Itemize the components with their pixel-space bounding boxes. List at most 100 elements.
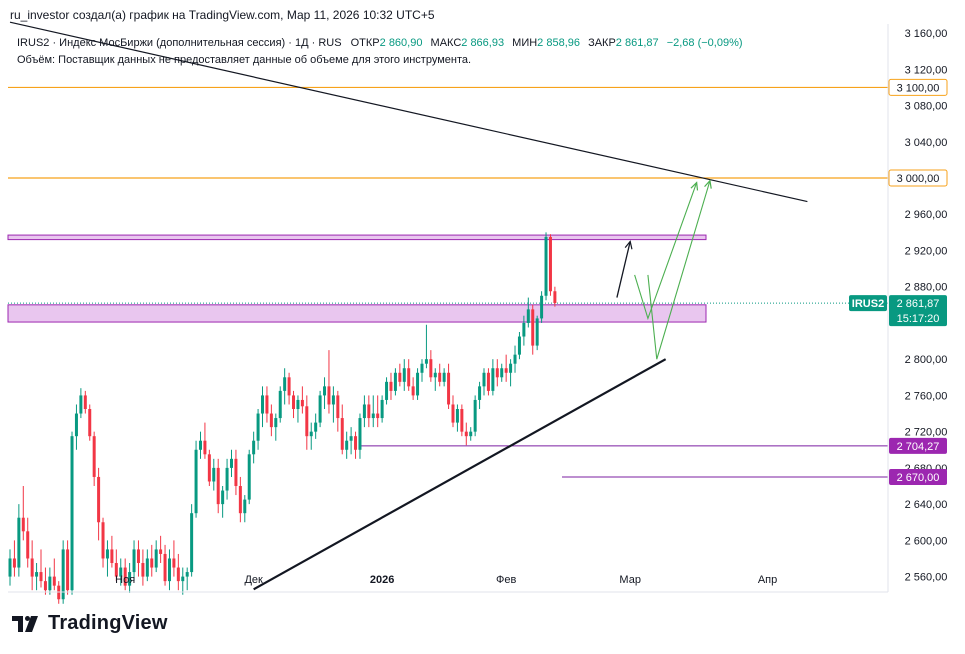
candle-body[interactable] [482,372,486,387]
tradingview-logo[interactable]: TradingView [12,612,168,635]
candle-body[interactable] [154,549,158,568]
candle-body[interactable] [349,436,353,441]
price-axis[interactable]: 3 160,00 3 120,00 3 080,00 3 040,00 2 960,00… [905,28,948,584]
candle-body[interactable] [318,395,322,423]
candle-body[interactable] [26,531,30,559]
candle-body[interactable] [207,454,211,482]
candle-body[interactable] [190,513,194,573]
candle-body[interactable] [114,563,118,577]
candle-body[interactable] [376,413,380,419]
candle-body[interactable] [269,413,273,428]
resistance-zone[interactable] [7,304,707,323]
candle-body[interactable] [247,454,251,500]
candle-body[interactable] [70,436,74,591]
candle-body[interactable] [43,581,47,591]
candle-body[interactable] [61,549,65,600]
candle-body[interactable] [517,336,521,355]
candle-body[interactable] [216,467,220,505]
candle-body[interactable] [526,309,530,323]
candle-body[interactable] [442,372,446,382]
candle-body[interactable] [243,499,247,514]
candle-body[interactable] [358,418,362,450]
candle-body[interactable] [393,372,397,391]
candle-body[interactable] [256,413,260,441]
candle-body[interactable] [283,377,287,391]
candle-body[interactable] [181,576,185,582]
candle-body[interactable] [327,386,331,405]
support-trend-line[interactable] [253,358,667,591]
candle-body[interactable] [451,404,455,423]
candle-body[interactable] [48,576,52,591]
candle-body[interactable] [531,309,535,346]
candle-body[interactable] [234,458,238,487]
up-arrow-black[interactable] [616,241,631,298]
candle-body[interactable] [509,363,513,373]
candle-body[interactable] [97,476,101,523]
candle-body[interactable] [398,372,402,382]
candle-body[interactable] [345,440,349,450]
candle-body[interactable] [8,558,12,577]
candle-body[interactable] [150,558,154,568]
candle-body[interactable] [163,553,167,582]
candle-body[interactable] [261,395,265,414]
candle-body[interactable] [159,549,163,554]
candle-body[interactable] [194,449,198,514]
candle-body[interactable] [252,440,256,455]
candle-body[interactable] [464,431,468,437]
candle-body[interactable] [513,354,517,364]
time-axis[interactable]: Ноя Дек 2026 Фев Мар Апр [115,574,777,586]
candle-body[interactable] [17,517,21,568]
candle-body[interactable] [478,386,482,400]
candle-body[interactable] [212,467,216,482]
candle-body[interactable] [500,368,504,378]
candle-body[interactable] [12,558,16,568]
candle-body[interactable] [30,558,34,577]
candle-body[interactable] [416,372,420,396]
candle-body[interactable] [486,372,490,391]
candle-body[interactable] [385,381,389,400]
candle-body[interactable] [52,576,56,586]
candle-body[interactable] [371,413,375,419]
resistance-trend-line[interactable] [9,21,808,203]
green-path-1[interactable] [634,182,698,321]
candle-body[interactable] [128,572,132,586]
candle-body[interactable] [141,563,145,577]
candle-body[interactable] [411,386,415,396]
candle-body[interactable] [469,431,473,437]
candle-body[interactable] [230,458,233,468]
candle-body[interactable] [265,395,269,414]
candle-body[interactable] [380,399,384,419]
candle-body[interactable] [39,572,43,582]
candle-body[interactable] [225,467,229,491]
candle-body[interactable] [336,395,340,419]
candle-body[interactable] [553,291,557,304]
candle-body[interactable] [176,567,180,582]
candle-body[interactable] [473,399,477,432]
candle-body[interactable] [88,409,92,437]
candle-body[interactable] [132,549,136,573]
candle-body[interactable] [438,372,442,382]
candle-body[interactable] [331,395,335,405]
candle-body[interactable] [455,409,459,423]
candle-body[interactable] [309,431,313,437]
candle-body[interactable] [35,572,39,577]
candle-body[interactable] [74,413,78,437]
candle-body[interactable] [535,318,539,346]
candle-body[interactable] [305,406,309,437]
candle-body[interactable] [314,422,318,432]
candle-body[interactable] [362,404,366,419]
candle-body[interactable] [433,372,437,378]
candle-body[interactable] [429,359,433,378]
candle-body[interactable] [123,567,127,586]
candle-body[interactable] [389,381,393,391]
candle-body[interactable] [540,295,544,319]
candle-body[interactable] [287,377,291,396]
candle-body[interactable] [119,567,123,577]
candle-body[interactable] [407,368,411,387]
candle-body[interactable] [354,436,358,450]
candle-body[interactable] [167,558,171,582]
candle-body[interactable] [548,236,552,292]
candle-body[interactable] [172,558,176,568]
candle-body[interactable] [221,490,225,505]
